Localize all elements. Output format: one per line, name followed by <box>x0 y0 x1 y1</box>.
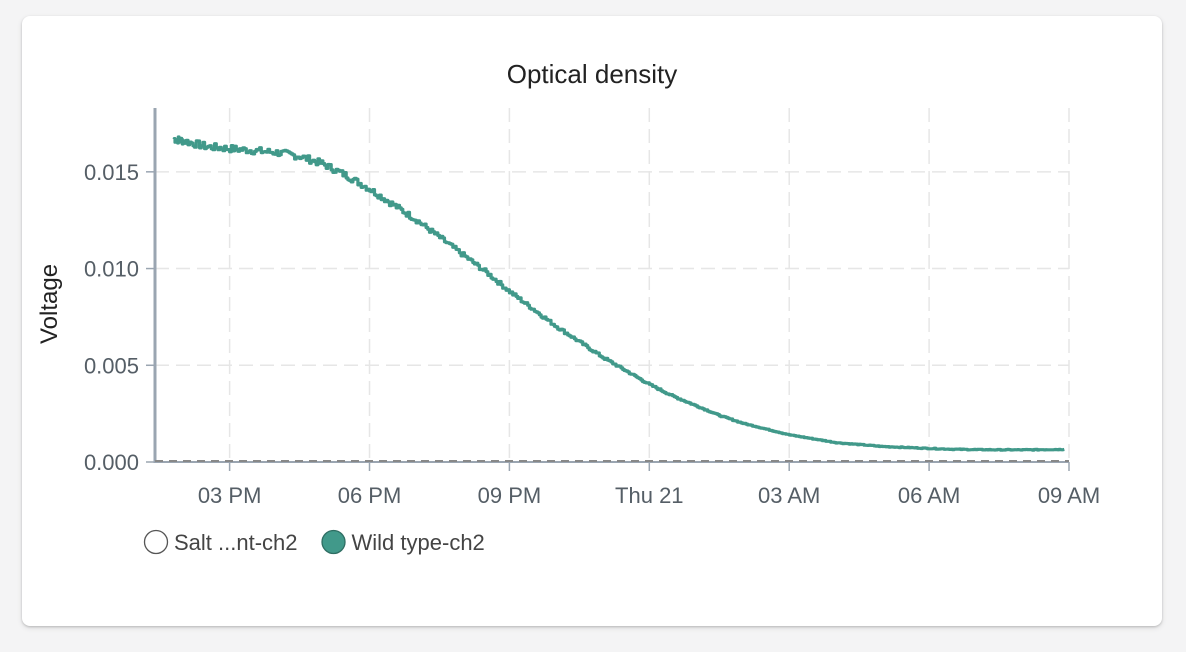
axes <box>153 108 1069 463</box>
y-tick-label: 0.015 <box>84 160 139 185</box>
y-tick-label: 0.010 <box>84 257 139 282</box>
x-tick-label: Thu 21 <box>615 483 684 508</box>
y-axis-ticks: 0.000 0.005 0.010 0.015 <box>84 160 155 475</box>
legend-marker[interactable] <box>143 529 169 555</box>
series-lines <box>172 135 1065 452</box>
grid-lines <box>155 108 1070 462</box>
y-tick-label: 0.005 <box>84 353 139 378</box>
x-axis-ticks: 03 PM 06 PM 09 PM Thu 21 03 AM 06 AM 09 AM <box>198 462 1100 508</box>
optical-density-chart: Optical density Voltage 0.0000.0050.0100… <box>36 59 1100 555</box>
chart-card: Optical density Voltage 0.000 0.005 0.010 0… <box>22 16 1162 626</box>
legend-item[interactable]: Wild type-ch2 <box>321 529 485 555</box>
x-tick-label: 03 AM <box>758 483 820 508</box>
x-tick-label: 09 PM <box>478 483 542 508</box>
series-line[interactable] <box>172 135 1065 452</box>
chart-title: Optical density <box>507 59 678 89</box>
y-tick-label: 0.000 <box>84 450 139 475</box>
x-tick-label: 09 AM <box>1038 483 1100 508</box>
legend[interactable]: Salt ...nt-ch2 Wild type-ch2 <box>143 529 485 555</box>
x-tick-label: 03 PM <box>198 483 262 508</box>
y-axis-title: Voltage <box>36 264 63 344</box>
x-tick-label: 06 PM <box>338 483 402 508</box>
legend-marker[interactable] <box>321 529 346 555</box>
legend-item[interactable]: Salt ...nt-ch2 <box>143 529 298 555</box>
x-tick-label: 06 AM <box>898 483 960 508</box>
legend-label[interactable]: Wild type-ch2 <box>352 530 485 555</box>
legend-label[interactable]: Salt ...nt-ch2 <box>174 530 298 555</box>
